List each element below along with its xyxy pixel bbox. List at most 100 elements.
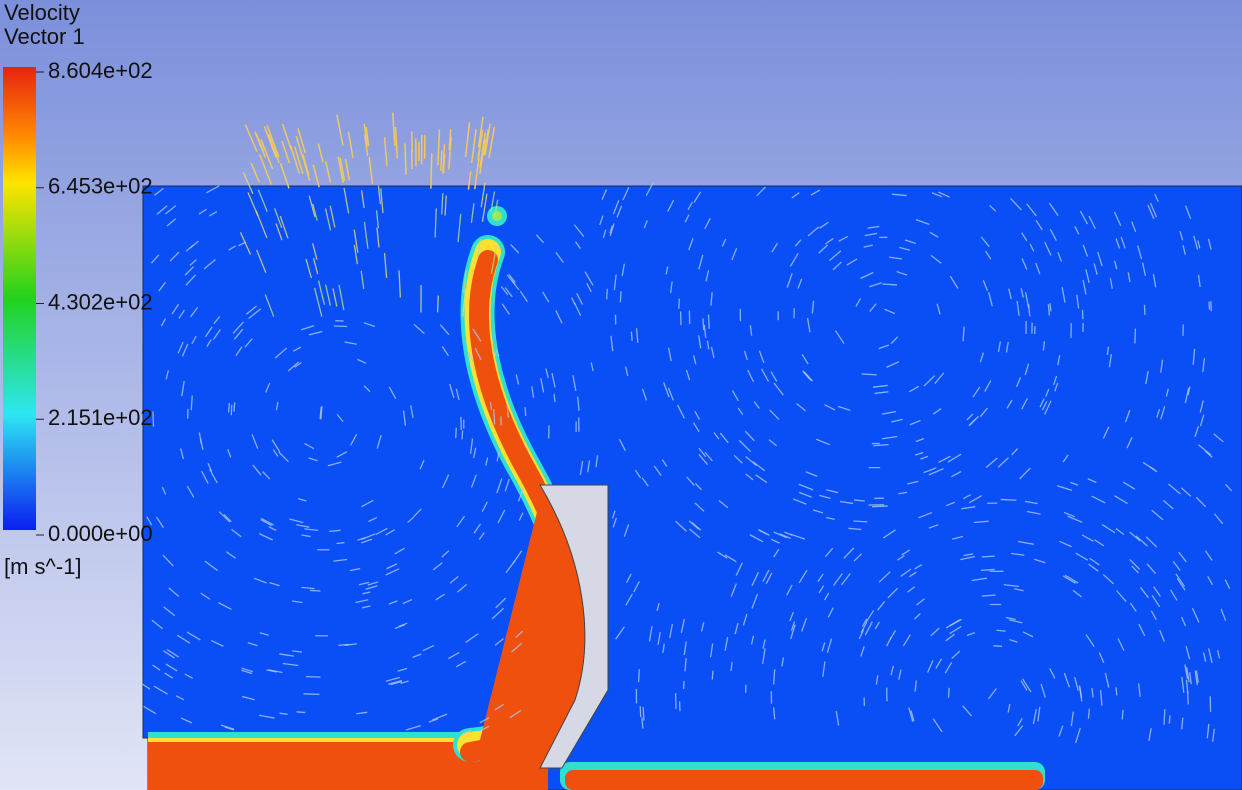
vector — [915, 438, 925, 443]
vector — [768, 439, 778, 447]
vector — [211, 640, 224, 647]
vector — [1043, 400, 1052, 415]
vector — [1010, 197, 1022, 211]
vector — [1213, 513, 1224, 525]
vector — [667, 387, 674, 401]
vector — [1078, 685, 1083, 699]
vector — [281, 123, 292, 150]
vector — [259, 154, 273, 185]
vector — [168, 587, 180, 597]
vector — [966, 631, 976, 637]
vector — [143, 705, 157, 715]
vector — [1016, 300, 1020, 316]
vector — [908, 707, 914, 722]
vector — [386, 563, 398, 570]
vector — [151, 619, 163, 630]
vector — [1058, 725, 1064, 737]
vector — [297, 128, 306, 154]
vector — [1049, 668, 1056, 679]
vector — [698, 453, 709, 466]
vector — [873, 444, 889, 447]
vector — [496, 478, 503, 494]
vector — [773, 548, 780, 558]
vector — [962, 705, 973, 717]
vector — [860, 621, 868, 633]
vector — [506, 274, 516, 285]
vector — [743, 350, 748, 361]
vector — [1032, 709, 1037, 725]
vector — [796, 402, 807, 412]
vector — [247, 192, 259, 217]
vector — [394, 126, 399, 159]
vector — [473, 523, 482, 534]
vector — [1185, 667, 1190, 683]
vector — [269, 582, 280, 587]
vector — [1137, 245, 1143, 260]
vector — [790, 624, 796, 640]
vector — [694, 482, 702, 491]
vector — [798, 491, 812, 498]
vector — [317, 143, 324, 163]
vector — [685, 369, 691, 381]
vector — [162, 650, 175, 659]
vector — [272, 449, 279, 457]
vector — [860, 271, 874, 280]
vector — [204, 560, 218, 572]
vector — [1022, 631, 1034, 638]
vector — [153, 685, 168, 695]
vector — [1151, 509, 1164, 521]
vector — [908, 385, 920, 393]
vector — [1199, 414, 1205, 427]
vector — [901, 549, 911, 556]
vector — [802, 371, 810, 380]
vector — [997, 457, 1009, 468]
vector — [1093, 263, 1098, 275]
vector — [363, 385, 371, 393]
vector — [1172, 560, 1181, 571]
vector — [491, 607, 505, 620]
vector — [750, 635, 755, 645]
vector — [230, 404, 233, 416]
vector — [1009, 638, 1018, 643]
vector — [329, 529, 341, 533]
vector — [245, 305, 257, 315]
vector — [882, 283, 898, 286]
vector — [201, 470, 209, 484]
vector — [1114, 260, 1118, 270]
vector — [355, 599, 369, 604]
vector — [392, 112, 396, 146]
vector — [180, 717, 193, 724]
vector — [843, 547, 855, 559]
vector — [343, 187, 350, 214]
vector — [1003, 584, 1020, 588]
vector — [190, 395, 193, 411]
vector — [496, 451, 500, 462]
vector — [1178, 551, 1187, 563]
vector — [678, 298, 681, 309]
vector — [1075, 552, 1089, 561]
vector — [949, 625, 962, 635]
vector — [478, 532, 485, 540]
vector — [1021, 678, 1032, 693]
vector — [839, 500, 854, 505]
vector — [367, 581, 379, 586]
vector — [410, 405, 414, 418]
vector — [501, 303, 510, 315]
vector — [1048, 202, 1059, 217]
vector — [599, 215, 604, 226]
vector — [457, 583, 468, 593]
vector — [853, 499, 865, 502]
vector — [241, 669, 253, 675]
vector — [441, 474, 450, 489]
vector — [688, 237, 694, 251]
vector — [209, 469, 218, 484]
vector — [279, 712, 288, 716]
vector — [877, 601, 886, 611]
vector — [357, 358, 367, 364]
vector — [259, 533, 273, 541]
vector — [305, 258, 312, 279]
vector — [656, 602, 660, 612]
vector — [1145, 536, 1158, 548]
vector — [904, 239, 916, 244]
vector — [966, 413, 974, 421]
